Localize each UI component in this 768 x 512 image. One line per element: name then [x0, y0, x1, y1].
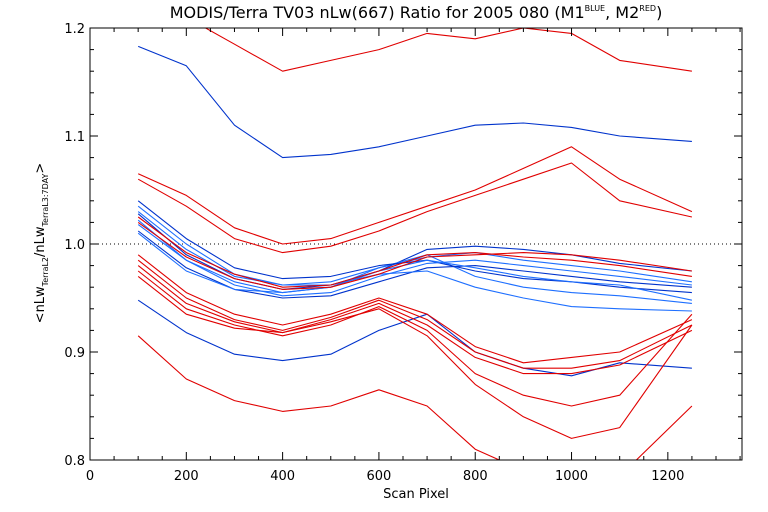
x-tick-label: 1200 [651, 469, 684, 484]
plot-frame [89, 27, 743, 461]
series-line-m2-14 [137, 216, 692, 288]
series-line-m2-15 [137, 221, 692, 290]
series-line-m1-1 [137, 45, 692, 159]
series-line-m2-12 [137, 146, 693, 245]
x-tick-label: 600 [367, 469, 392, 484]
y-tick-label: 1.2 [64, 22, 85, 37]
series-line-m1-9 [137, 299, 692, 377]
y-tick-label: 1.0 [64, 238, 85, 253]
series-line-m2-13 [137, 162, 693, 254]
y-tick-label: 0.8 [64, 454, 85, 469]
y-tick-label: 0.9 [64, 346, 85, 361]
series-line-m2-17 [137, 259, 693, 369]
x-tick-label: 200 [174, 469, 199, 484]
x-axis-label: Scan Pixel [383, 487, 449, 502]
series-line-m2-16 [137, 254, 693, 364]
series-line-m2-21 [137, 335, 693, 460]
y-axis-label: <nLwTerraL2/nLwTerraL3:7DAY> [33, 163, 50, 324]
x-tick-label: 1000 [555, 469, 588, 484]
series-line-m1-4 [137, 219, 692, 304]
series-line-m1-8 [137, 211, 692, 312]
x-tick-label: 400 [270, 469, 295, 484]
series-line-m2-20 [137, 275, 693, 439]
series-line-m2-18 [137, 265, 693, 375]
chart-title: MODIS/Terra TV03 nLw(667) Ratio for 2005… [170, 3, 663, 22]
series-line-m1-6 [137, 224, 692, 297]
x-tick-label: 0 [86, 469, 94, 484]
series-line-m1-5 [137, 200, 692, 294]
y-tick-label: 1.1 [64, 130, 85, 145]
series-line-m2-11 [204, 28, 692, 72]
x-tick-label: 800 [463, 469, 488, 484]
series-line-m2-19 [137, 270, 693, 407]
